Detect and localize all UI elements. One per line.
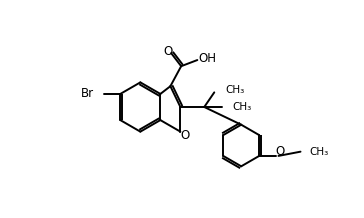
Text: O: O (276, 145, 285, 158)
Text: Br: Br (81, 87, 94, 100)
Text: CH₃: CH₃ (226, 85, 245, 95)
Text: CH₃: CH₃ (233, 102, 252, 112)
Text: CH₃: CH₃ (310, 147, 329, 157)
Text: O: O (181, 129, 190, 142)
Text: O: O (163, 45, 173, 58)
Text: OH: OH (199, 52, 217, 65)
